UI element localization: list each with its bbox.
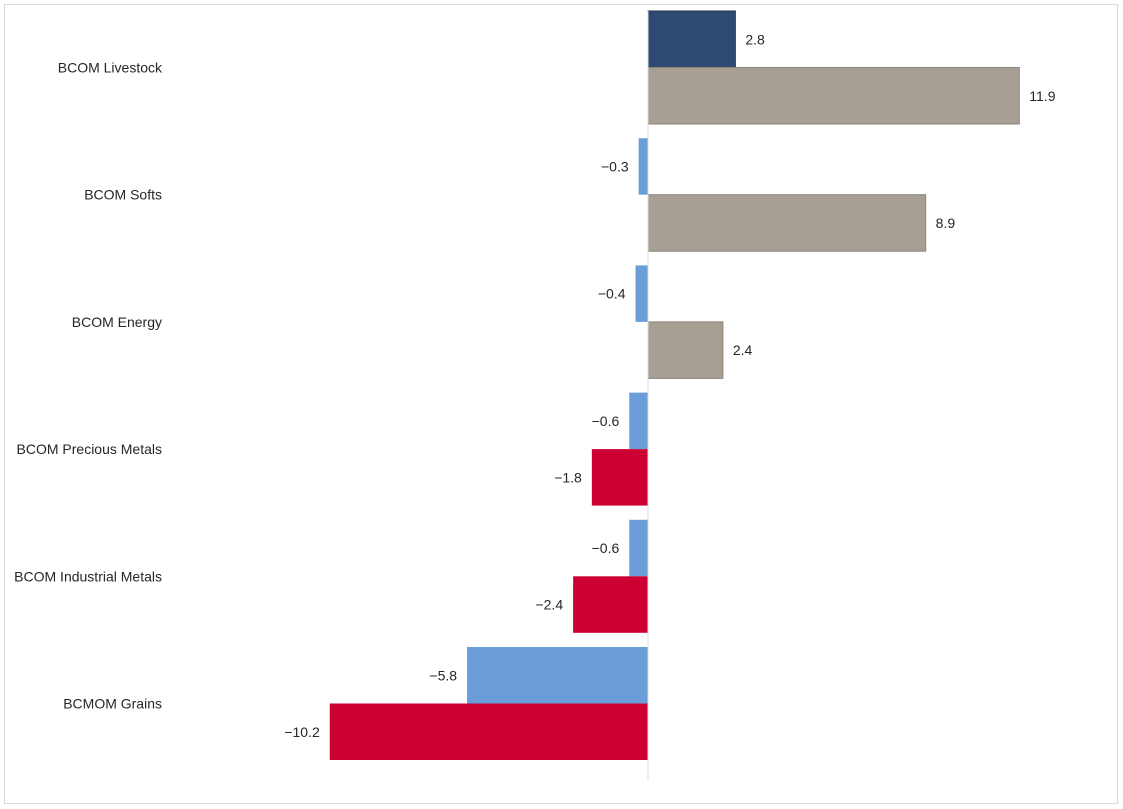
data-label: −2.4: [535, 597, 563, 613]
bar-series1: [629, 392, 648, 450]
bar-series2: [647, 67, 1020, 125]
category-labels-group: BCOM Livestock BCOM Softs BCOM Energy BCOM …: [14, 60, 163, 712]
bars-group: [329, 10, 1020, 760]
bar-series1: [467, 647, 648, 704]
data-label: 8.9: [936, 215, 956, 231]
data-label: 2.8: [745, 31, 765, 47]
data-label: −0.4: [598, 286, 626, 302]
category-label: BCOM Precious Metals: [17, 441, 162, 457]
category-label: BCOM Energy: [72, 314, 162, 330]
bar-series2: [329, 703, 648, 760]
bar-series2: [647, 321, 724, 379]
data-label: −1.8: [554, 469, 582, 485]
data-label: −0.3: [601, 158, 629, 174]
category-label: BCMOM Grains: [63, 696, 162, 712]
data-label: −0.6: [592, 413, 620, 429]
data-label: −10.2: [284, 724, 320, 740]
bar-series2: [647, 194, 927, 252]
bar-series2: [591, 449, 648, 506]
bar-series1: [629, 519, 648, 577]
category-label: BCOM Livestock: [58, 60, 163, 76]
data-label: 2.4: [733, 342, 753, 358]
bar-series1: [638, 138, 648, 195]
value-labels-group: 2.8 11.9 −0.3 8.9 −0.4 2.4 −0.6 −1.8 −0.6 −2.4 −5.…: [284, 31, 1055, 740]
data-label: −0.6: [592, 540, 620, 556]
bar-series1: [635, 265, 648, 322]
data-label: −5.8: [429, 667, 457, 683]
bar-series2: [573, 576, 648, 633]
category-label: BCOM Softs: [84, 187, 162, 203]
category-label: BCOM Industrial Metals: [14, 568, 162, 584]
bar-series1: [647, 10, 736, 68]
data-label: 11.9: [1029, 88, 1055, 104]
